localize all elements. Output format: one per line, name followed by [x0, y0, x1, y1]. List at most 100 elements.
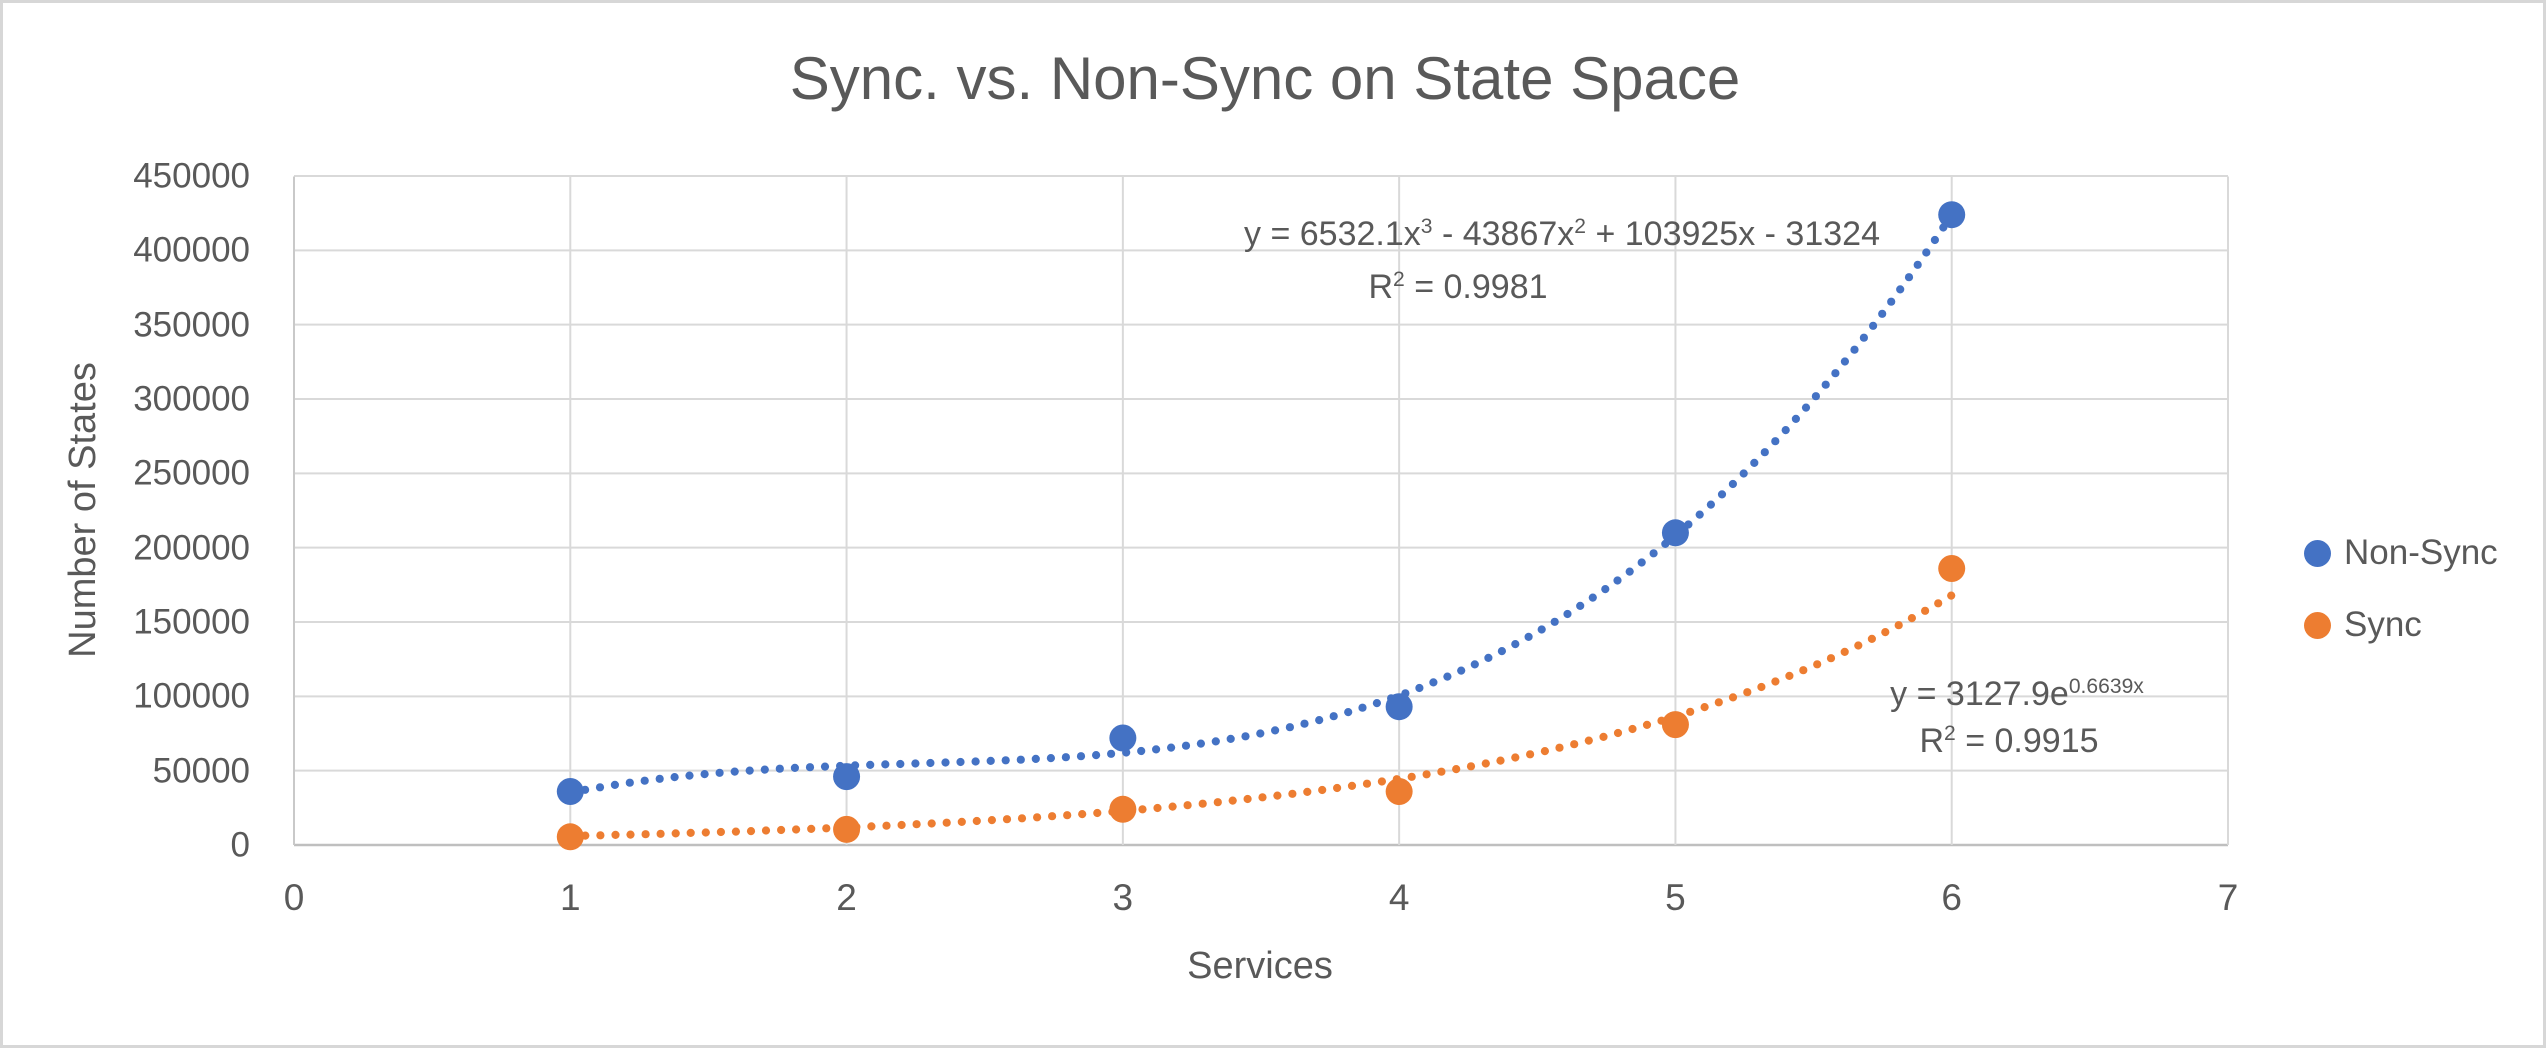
- trendline-dot: [1198, 799, 1207, 808]
- trendline-dot: [1934, 599, 1943, 608]
- trendline-dot: [1686, 707, 1695, 716]
- trendline-dot: [1878, 309, 1887, 318]
- trendline-dot: [1831, 369, 1840, 378]
- trendline-dot: [1002, 815, 1012, 824]
- trendline-dot: [986, 756, 995, 766]
- data-point-sync[interactable]: [833, 815, 861, 843]
- trendline-equation-sync[interactable]: y = 3127.9e0.6639x: [1890, 675, 2144, 713]
- trendline-dot: [1429, 678, 1438, 687]
- trendline-dot: [1422, 770, 1431, 779]
- y-tick-label: 100000: [133, 676, 250, 716]
- data-point-sync[interactable]: [1661, 711, 1689, 739]
- trendline-dot: [1599, 732, 1608, 742]
- trendline-dot: [1859, 333, 1868, 342]
- trendline-dot: [1017, 814, 1027, 823]
- trendline-dot: [1781, 426, 1790, 435]
- trendline-dot: [1226, 734, 1235, 744]
- data-point-sync[interactable]: [1385, 778, 1413, 805]
- trendline-dot: [882, 821, 891, 830]
- trendline-dot: [1258, 793, 1267, 802]
- trendline-dot: [1481, 759, 1490, 768]
- trendline-dot: [686, 828, 695, 838]
- trendline-dot: [820, 762, 830, 771]
- data-point-non-sync[interactable]: [1661, 519, 1689, 547]
- trendline-dot: [1649, 549, 1658, 558]
- trendline-nonsync[interactable]: [566, 210, 1956, 797]
- data-point-non-sync[interactable]: [1385, 693, 1413, 721]
- data-point-non-sync[interactable]: [556, 778, 584, 805]
- trendline-dot: [1739, 469, 1748, 478]
- trendline-dot: [1362, 779, 1372, 788]
- data-point-non-sync[interactable]: [1938, 201, 1966, 229]
- trendline-dot: [1344, 708, 1353, 717]
- equation-text: R: [1368, 268, 1394, 306]
- trendline-dot: [1271, 726, 1280, 735]
- trendline-dot: [1061, 753, 1070, 762]
- trendline-dot: [1840, 647, 1849, 657]
- trendline-dot: [1152, 745, 1161, 754]
- trendline-dot: [1913, 260, 1922, 269]
- trendline-dot: [1637, 558, 1646, 567]
- chart-title[interactable]: Sync. vs. Non-Sync on State Space: [789, 45, 1741, 112]
- data-point-sync[interactable]: [1109, 795, 1137, 823]
- trendline-dot: [1760, 448, 1769, 457]
- x-tick-label: 7: [2217, 877, 2239, 918]
- trendline-dot: [1930, 235, 1939, 245]
- trendline-dot: [1078, 810, 1087, 819]
- trendline-dot: [596, 831, 605, 840]
- trendline-dot: [716, 827, 726, 837]
- trendline-dot: [1588, 593, 1597, 602]
- trendline-dot: [926, 758, 935, 768]
- y-tick-label: 450000: [133, 156, 250, 196]
- trendline-r2-non-sync[interactable]: R2 = 0.9981: [1368, 268, 1547, 306]
- x-axis-title[interactable]: Services: [1187, 945, 1333, 987]
- y-tick-label: 150000: [133, 602, 250, 642]
- trendline-dot: [1256, 729, 1265, 738]
- trendline-dot: [1821, 380, 1830, 389]
- trendline-dot: [1728, 479, 1737, 489]
- trendline-dot: [1137, 746, 1146, 756]
- trendline-dot: [1315, 716, 1324, 725]
- trendline-dot: [1153, 803, 1162, 813]
- trendline-dot: [626, 830, 635, 839]
- data-point-non-sync[interactable]: [1109, 724, 1137, 752]
- data-point-sync[interactable]: [556, 823, 584, 851]
- trendline-r2-sync[interactable]: R2 = 0.9915: [1919, 723, 2098, 758]
- trendline-dot: [1750, 458, 1759, 467]
- trendline-dot: [1347, 781, 1357, 791]
- trendline-dot: [1840, 357, 1849, 366]
- plot-area[interactable]: [3, 3, 2546, 1048]
- trendline-dot: [777, 825, 786, 835]
- data-point-sync[interactable]: [1938, 555, 1966, 582]
- trendline-dot: [1452, 765, 1461, 774]
- trendline-dot: [866, 760, 875, 770]
- data-point-non-sync[interactable]: [833, 763, 861, 791]
- trendline-dot: [775, 764, 784, 773]
- equation-text: y = 3127.9e: [1890, 675, 2069, 713]
- trendline-equation-non-sync[interactable]: y = 6532.1x3 - 43867x2 + 103925x - 31324: [1244, 215, 1880, 251]
- trendline-dot: [1415, 683, 1424, 693]
- trendline-dot: [1213, 798, 1222, 807]
- trendline-dot: [1196, 739, 1205, 748]
- trendline-dot: [1063, 811, 1072, 820]
- trendline-sync[interactable]: [566, 591, 1956, 841]
- trendline-dot: [730, 767, 739, 776]
- trendline-dot: [1511, 753, 1520, 762]
- equation-superscript: 3: [1420, 215, 1433, 239]
- legend-label-nonsync: Non-Sync: [2344, 533, 2498, 572]
- legend-item-sync[interactable]: Sync: [2304, 602, 2422, 648]
- trendline-dot: [1813, 660, 1822, 669]
- trendline-dot: [671, 829, 680, 838]
- trendline-dot: [611, 830, 620, 840]
- x-tick-label: 1: [559, 877, 581, 918]
- y-axis-title[interactable]: Number of States: [62, 362, 104, 658]
- equation-superscript: 2: [1393, 268, 1405, 292]
- x-tick-label: 6: [1941, 877, 1962, 918]
- trendline-dot: [761, 826, 771, 835]
- legend-item-nonsync[interactable]: Non-Sync: [2304, 530, 2498, 576]
- x-tick-label: 5: [1665, 877, 1686, 918]
- trendline-dot: [1757, 682, 1766, 692]
- trendline-dot: [1717, 490, 1727, 499]
- trendline-dot: [625, 778, 634, 787]
